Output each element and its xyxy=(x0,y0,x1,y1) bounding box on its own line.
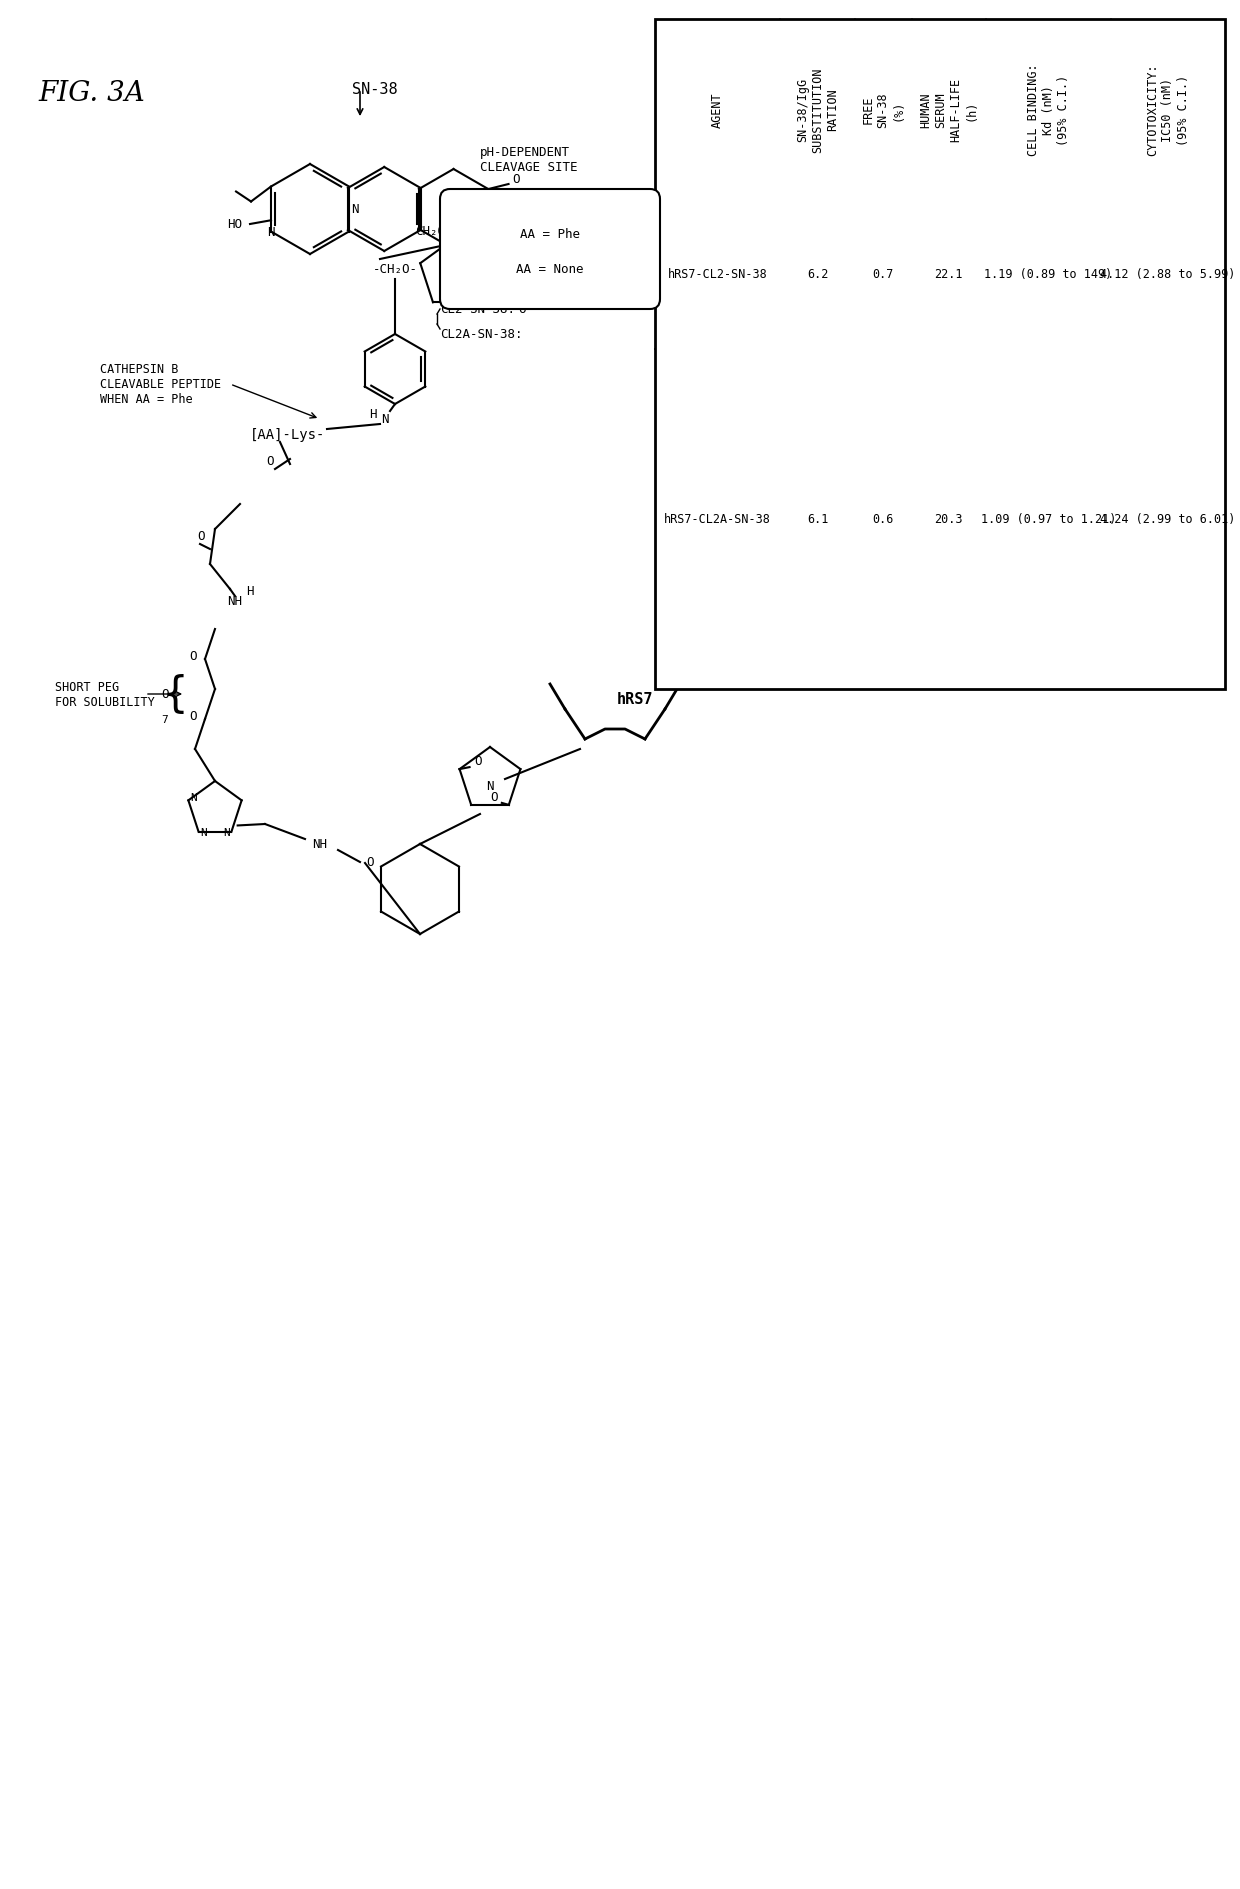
Text: N: N xyxy=(268,227,275,238)
Text: {: { xyxy=(162,674,187,716)
Text: OH: OH xyxy=(518,276,532,285)
Text: O: O xyxy=(460,259,467,272)
Text: CH₂O: CH₂O xyxy=(415,225,445,238)
Text: CL2A-SN-38:: CL2A-SN-38: xyxy=(440,329,522,342)
Text: N: N xyxy=(486,780,494,793)
Text: HO: HO xyxy=(227,219,243,230)
Text: 20.3: 20.3 xyxy=(934,514,962,527)
Text: 1.19 (0.89 to 149): 1.19 (0.89 to 149) xyxy=(985,268,1112,281)
Text: N: N xyxy=(190,793,197,803)
Text: O: O xyxy=(474,756,481,767)
Text: O: O xyxy=(518,304,526,315)
Text: O: O xyxy=(490,790,497,803)
Text: O: O xyxy=(267,455,274,468)
Text: CELL BINDING:
Kd (nM)
(95% C.I.): CELL BINDING: Kd (nM) (95% C.I.) xyxy=(1027,64,1070,157)
Text: O: O xyxy=(190,650,197,663)
Text: 6.1: 6.1 xyxy=(807,514,828,527)
Text: 7: 7 xyxy=(161,714,169,725)
Text: 4.12 (2.88 to 5.99): 4.12 (2.88 to 5.99) xyxy=(1100,268,1236,281)
Text: O: O xyxy=(366,856,373,869)
Text: 22.1: 22.1 xyxy=(934,268,962,281)
Text: N: N xyxy=(223,827,229,837)
Text: AGENT: AGENT xyxy=(712,93,724,128)
Text: N: N xyxy=(381,414,389,427)
Text: N: N xyxy=(351,204,358,217)
Text: FIG. 3A: FIG. 3A xyxy=(38,79,145,108)
Text: SHORT PEG
FOR SOLUBILITY: SHORT PEG FOR SOLUBILITY xyxy=(55,680,155,708)
Text: AA = Phe: AA = Phe xyxy=(520,229,580,242)
Text: HUMAN
SERUM
HALF-LIFE
(h): HUMAN SERUM HALF-LIFE (h) xyxy=(920,77,977,142)
Text: NH: NH xyxy=(227,595,243,608)
Text: O: O xyxy=(190,710,197,723)
Text: 6.2: 6.2 xyxy=(807,268,828,281)
Text: O: O xyxy=(197,529,205,542)
Text: 1.09 (0.97 to 1.21): 1.09 (0.97 to 1.21) xyxy=(981,514,1116,527)
Text: O: O xyxy=(512,174,520,187)
Bar xyxy=(655,21,1225,689)
Text: CL2-SN-38:: CL2-SN-38: xyxy=(440,304,515,315)
Text: 0.6: 0.6 xyxy=(872,514,894,527)
Text: [AA]-Lys-: [AA]-Lys- xyxy=(249,427,325,442)
Text: N: N xyxy=(200,827,207,837)
Text: 4.24 (2.99 to 6.01): 4.24 (2.99 to 6.01) xyxy=(1100,514,1236,527)
Text: CATHEPSIN B
CLEAVABLE PEPTIDE
WHEN AA = Phe: CATHEPSIN B CLEAVABLE PEPTIDE WHEN AA = … xyxy=(100,363,221,406)
Text: SN-38/IgG
SUBSTITUTION
RATION: SN-38/IgG SUBSTITUTION RATION xyxy=(796,68,839,153)
Text: O: O xyxy=(161,688,169,701)
Text: CYTOTOXICITY:
IC50 (nM)
(95% C.I.): CYTOTOXICITY: IC50 (nM) (95% C.I.) xyxy=(1147,64,1189,157)
Text: FREE
SN-38
(%): FREE SN-38 (%) xyxy=(862,93,904,128)
Text: hRS7: hRS7 xyxy=(616,691,653,706)
Text: H: H xyxy=(247,586,254,597)
Text: SN-38: SN-38 xyxy=(352,83,398,98)
Text: AA = None: AA = None xyxy=(516,263,584,276)
Text: H: H xyxy=(370,408,377,421)
Text: NH: NH xyxy=(312,837,327,850)
Text: hRS7-CL2-SN-38: hRS7-CL2-SN-38 xyxy=(668,268,768,281)
FancyBboxPatch shape xyxy=(440,191,660,310)
Text: 0.7: 0.7 xyxy=(872,268,894,281)
Text: hRS7-CL2A-SN-38: hRS7-CL2A-SN-38 xyxy=(665,514,771,527)
Text: -CH₂O-: -CH₂O- xyxy=(372,263,418,276)
Text: pH-DEPENDENT
CLEAVAGE SITE: pH-DEPENDENT CLEAVAGE SITE xyxy=(480,145,578,174)
